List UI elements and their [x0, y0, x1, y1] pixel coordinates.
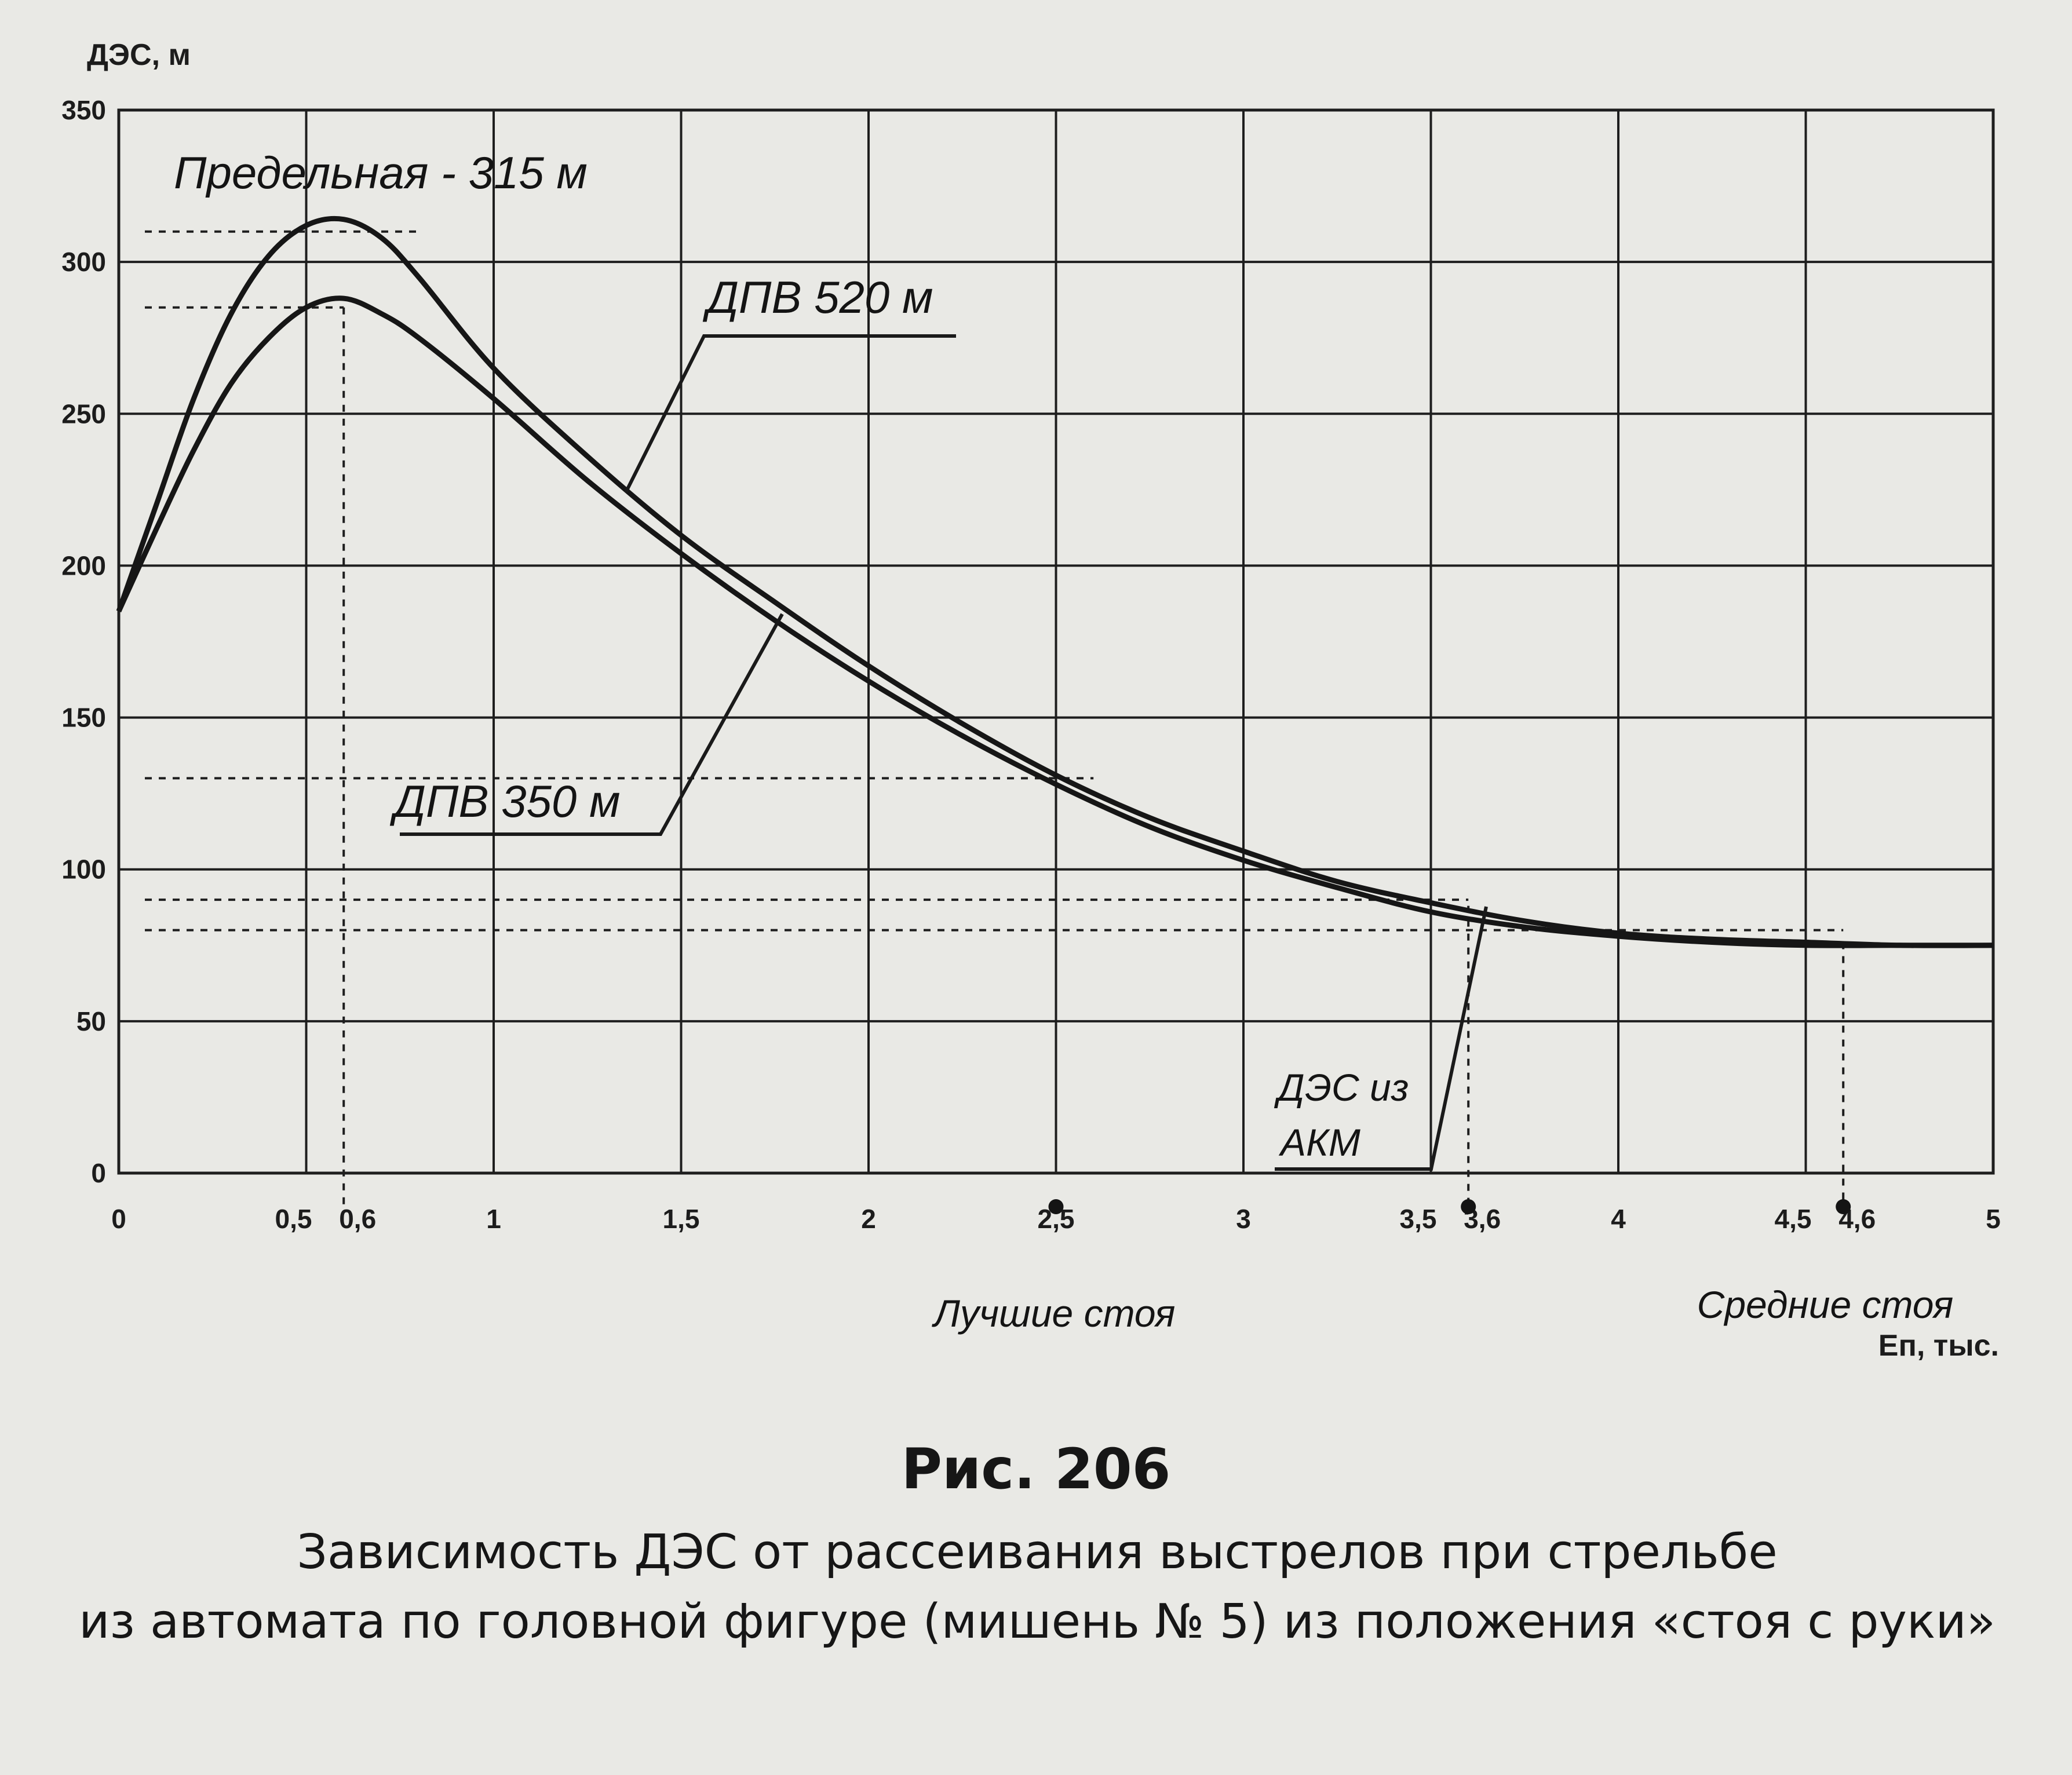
dpv520-label: ДПВ 520 м [702, 272, 933, 323]
dpv520-leader [624, 334, 956, 494]
y-tick-label: 250 [61, 399, 106, 429]
figure-caption: Зависимость ДЭС от рассеивания выстрелов… [23, 1518, 2051, 1657]
y-axis-title: ДЭС, м [87, 38, 191, 72]
x-axis-point-marker [1836, 1199, 1851, 1214]
x-tick-label: 5 [1986, 1204, 2001, 1234]
y-tick-label: 0 [91, 1158, 106, 1188]
y-tick-label: 150 [61, 703, 106, 733]
grid [117, 108, 1995, 1175]
series-line-1 [116, 216, 1994, 948]
x-tick-label: 0,5 [275, 1204, 312, 1234]
des-akm-label-line1: ДЭС из [1274, 1066, 1409, 1109]
y-tick-label: 50 [76, 1006, 106, 1036]
x-tick-label: 0,6 [339, 1204, 376, 1234]
des-akm-leader [1275, 906, 1488, 1171]
best-standing-label: Лучшие стоя [932, 1292, 1176, 1335]
x-tick-label: 2 [861, 1204, 876, 1234]
limit-label: Предельная - 315 м [174, 147, 588, 198]
des-akm-label-line2: АКМ [1278, 1121, 1360, 1164]
x-axis-title: Еп, тыс. [1878, 1329, 1999, 1363]
y-tick-label: 350 [61, 95, 106, 125]
x-tick-label: 4,5 [1775, 1204, 1812, 1234]
x-tick-label: 4 [1611, 1204, 1626, 1234]
x-axis-point-marker [1048, 1199, 1064, 1214]
dpv350-leader [400, 613, 784, 836]
caption-line-2: из автомата по головной фигуре (мишень №… [79, 1594, 1996, 1649]
series-lines [116, 216, 1994, 948]
average-standing-label: Средние стоя [1697, 1283, 1954, 1326]
y-tick-label: 200 [61, 550, 106, 580]
caption-line-1: Зависимость ДЭС от рассеивания выстрелов… [297, 1525, 1778, 1580]
x-tick-label: 1,5 [663, 1204, 700, 1234]
x-tick-label: 3 [1236, 1204, 1251, 1234]
point-markers [1048, 1199, 1851, 1214]
x-tick-label: 0 [111, 1204, 126, 1234]
x-tick-label: 1 [486, 1204, 501, 1234]
reference-lines [145, 230, 1845, 1207]
x-axis-point-marker [1461, 1199, 1476, 1214]
dpv350-label: ДПВ 350 м [389, 776, 620, 827]
y-tick-label: 100 [61, 854, 106, 885]
x-tick-label: 3,5 [1400, 1204, 1437, 1234]
y-tick-label: 300 [61, 247, 106, 277]
figure-number: Рис. 206 [901, 1437, 1171, 1502]
series-line-2 [116, 295, 1993, 948]
